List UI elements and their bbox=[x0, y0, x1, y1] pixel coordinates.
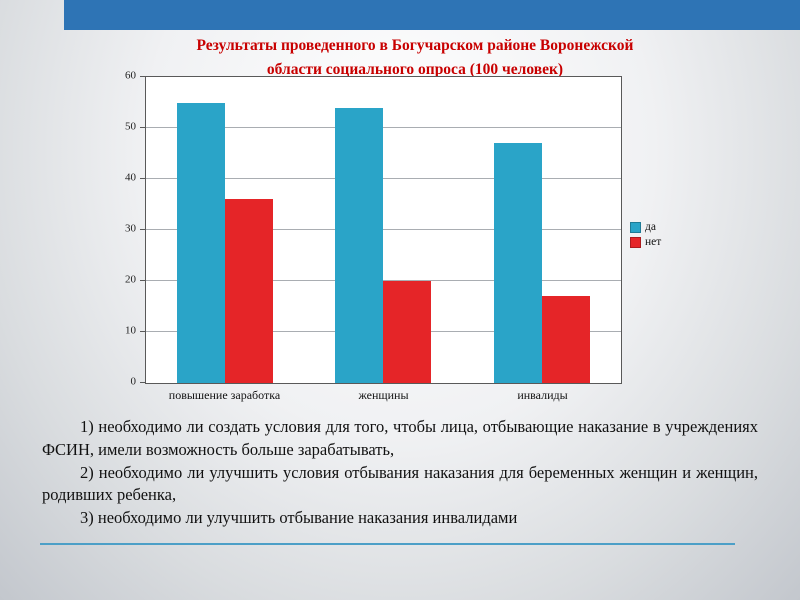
x-axis-labels: повышение заработка женщины инвалиды bbox=[145, 388, 622, 403]
bar-group bbox=[146, 77, 304, 383]
bar-нет bbox=[383, 281, 432, 383]
y-tick-mark bbox=[140, 280, 145, 281]
y-tick-label: 10 bbox=[125, 324, 136, 337]
legend-item: нет bbox=[630, 235, 662, 249]
gridline bbox=[146, 127, 621, 128]
bar-да bbox=[493, 143, 542, 383]
top-accent-band bbox=[64, 0, 800, 30]
y-tick-mark bbox=[140, 382, 145, 383]
bar-нет bbox=[541, 296, 590, 383]
chart-legend: да нет bbox=[630, 221, 662, 251]
plot-area bbox=[140, 76, 622, 384]
legend-swatch bbox=[630, 236, 641, 248]
bar-groups bbox=[146, 77, 621, 383]
bar-да bbox=[177, 102, 226, 383]
y-tick-label: 50 bbox=[125, 120, 136, 133]
gridline bbox=[146, 178, 621, 179]
legend-swatch bbox=[630, 222, 641, 234]
bar-да bbox=[335, 107, 384, 383]
y-tick-mark bbox=[140, 178, 145, 179]
y-tick-label: 20 bbox=[125, 273, 136, 286]
y-tick-label: 30 bbox=[125, 222, 136, 235]
y-tick-mark bbox=[140, 331, 145, 332]
bottom-divider-line bbox=[40, 543, 735, 545]
y-tick-mark bbox=[140, 127, 145, 128]
y-tick-mark bbox=[140, 229, 145, 230]
x-axis-label: инвалиды bbox=[517, 388, 568, 402]
slide-title: Результаты проведенного в Богучарском ра… bbox=[100, 34, 730, 82]
notes-text: 1) необходимо ли создать условия для тог… bbox=[42, 416, 758, 530]
bar-chart: 0 10 20 30 40 50 60 повышение заработка женщины… bbox=[0, 70, 800, 410]
bar-нет bbox=[225, 199, 274, 383]
y-tick-label: 60 bbox=[125, 69, 136, 82]
x-axis-label: повышение заработка bbox=[168, 388, 281, 402]
x-axis-label: женщины bbox=[358, 388, 409, 402]
note-item-3: 3) необходимо ли улучшить отбывание нака… bbox=[80, 508, 518, 528]
gridline bbox=[146, 280, 621, 281]
legend-item: да bbox=[630, 221, 661, 234]
slide-title-line1: Результаты проведенного в Богучарском ра… bbox=[196, 37, 634, 54]
bar-group bbox=[463, 77, 621, 383]
y-tick-label: 0 bbox=[130, 375, 137, 388]
y-tick-label: 40 bbox=[125, 171, 136, 184]
legend-label: нет bbox=[645, 235, 662, 248]
bar-group bbox=[304, 77, 462, 383]
slide-title-line2: области социального опроса (100 человек) bbox=[266, 61, 564, 79]
note-item-1: 1) необходимо ли создать условия для тог… bbox=[42, 417, 758, 459]
gridline bbox=[146, 229, 621, 230]
note-item-2: 2) необходимо ли улучшить условия отбыва… bbox=[42, 462, 758, 505]
y-tick-mark bbox=[140, 76, 145, 77]
y-axis: 0 10 20 30 40 50 60 bbox=[100, 70, 138, 387]
legend-label: да bbox=[645, 221, 656, 233]
